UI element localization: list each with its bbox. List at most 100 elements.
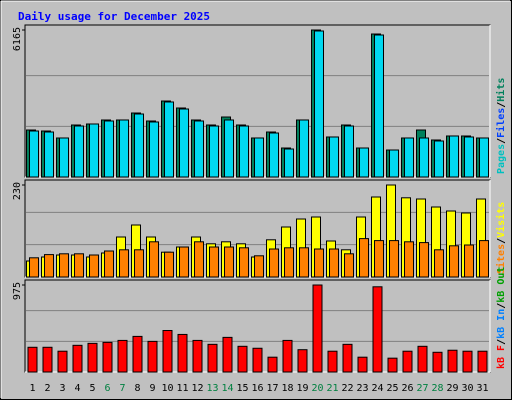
x-tick-label: 6 bbox=[104, 383, 110, 394]
legend: Sites/Visits bbox=[495, 202, 507, 274]
bar bbox=[404, 241, 414, 278]
bar bbox=[104, 120, 114, 178]
bar bbox=[177, 333, 188, 373]
bar bbox=[479, 240, 489, 278]
x-tick-label: 25 bbox=[386, 383, 398, 394]
x-tick-label: 10 bbox=[161, 383, 173, 394]
x-tick-label: 1 bbox=[29, 383, 35, 394]
bar bbox=[207, 343, 218, 373]
x-tick-label: 21 bbox=[326, 383, 338, 394]
bar bbox=[134, 113, 144, 178]
bar bbox=[179, 246, 189, 278]
bar bbox=[119, 249, 129, 278]
bar bbox=[314, 30, 324, 178]
bar bbox=[374, 240, 384, 278]
bar bbox=[254, 255, 264, 278]
bar bbox=[389, 240, 399, 278]
legend: Pages/Files/Hits bbox=[495, 78, 507, 174]
bar bbox=[194, 120, 204, 178]
x-tick-label: 12 bbox=[191, 383, 203, 394]
bar bbox=[194, 241, 204, 278]
bar bbox=[462, 350, 473, 373]
bar bbox=[149, 241, 159, 278]
bar bbox=[192, 339, 203, 373]
bar bbox=[357, 356, 368, 373]
x-tick-label: 9 bbox=[149, 383, 155, 394]
bar bbox=[149, 121, 159, 178]
bar bbox=[359, 147, 369, 178]
bar bbox=[237, 345, 248, 373]
bar bbox=[254, 137, 264, 178]
x-tick-label: 16 bbox=[251, 383, 263, 394]
x-tick-label: 30 bbox=[461, 383, 473, 394]
bar bbox=[479, 137, 489, 178]
bar bbox=[299, 119, 309, 178]
chart-title: Daily usage for December 2025 bbox=[18, 10, 210, 23]
legend-entry: Visits bbox=[495, 202, 507, 238]
bar bbox=[344, 253, 354, 278]
bar bbox=[147, 340, 158, 373]
bar bbox=[239, 125, 249, 178]
bar bbox=[164, 101, 174, 178]
x-tick-label: 5 bbox=[89, 383, 95, 394]
bar bbox=[222, 336, 233, 373]
x-tick-label: 4 bbox=[74, 383, 80, 394]
bar bbox=[42, 346, 53, 373]
y-tick-label: 975 bbox=[12, 282, 23, 300]
bar bbox=[132, 335, 143, 373]
bar bbox=[267, 356, 278, 373]
bar bbox=[44, 131, 54, 178]
bar bbox=[119, 119, 129, 178]
y-tick-label: 6165 bbox=[12, 27, 23, 51]
bar bbox=[74, 125, 84, 178]
x-tick-label: 2 bbox=[44, 383, 50, 394]
legend-entry: Pages bbox=[496, 144, 507, 174]
bar bbox=[269, 248, 279, 278]
bar bbox=[434, 249, 444, 278]
x-tick-label: 28 bbox=[431, 383, 443, 394]
bar bbox=[284, 148, 294, 178]
bar bbox=[359, 238, 369, 278]
bar bbox=[284, 247, 294, 278]
x-tick-label: 14 bbox=[221, 383, 233, 394]
bar bbox=[449, 245, 459, 278]
legend-entry: Files bbox=[495, 108, 507, 138]
bar bbox=[329, 136, 339, 178]
bar bbox=[447, 349, 458, 373]
x-tick-label: 31 bbox=[476, 383, 488, 394]
bar bbox=[299, 247, 309, 278]
x-tick-label: 11 bbox=[176, 383, 188, 394]
bar bbox=[89, 123, 99, 178]
x-tick-label: 24 bbox=[371, 383, 383, 394]
bar bbox=[117, 339, 128, 373]
bar bbox=[312, 284, 323, 373]
bar bbox=[102, 341, 113, 373]
x-tick-label: 20 bbox=[311, 383, 323, 394]
legend-entry: kB Out bbox=[496, 267, 507, 303]
bar bbox=[374, 34, 384, 178]
bar bbox=[449, 135, 459, 178]
bar bbox=[104, 250, 114, 278]
bar bbox=[344, 125, 354, 178]
bar bbox=[239, 247, 249, 278]
bar bbox=[29, 257, 39, 278]
legend-entry: Sites bbox=[495, 244, 507, 274]
x-tick-label: 22 bbox=[341, 383, 353, 394]
x-tick-label: 7 bbox=[119, 383, 125, 394]
bar bbox=[72, 344, 83, 373]
x-tick-label: 29 bbox=[446, 383, 458, 394]
x-tick-label: 26 bbox=[401, 383, 413, 394]
bar bbox=[162, 330, 173, 373]
x-tick-label: 19 bbox=[296, 383, 308, 394]
x-tick-label: 18 bbox=[281, 383, 293, 394]
legend-separator: / bbox=[496, 238, 507, 244]
bar bbox=[87, 342, 98, 373]
bar bbox=[464, 244, 474, 278]
y-tick-label: 230 bbox=[12, 182, 23, 200]
bar bbox=[432, 351, 443, 373]
bar bbox=[282, 339, 293, 373]
bar bbox=[434, 140, 444, 178]
bar bbox=[59, 253, 69, 278]
bar bbox=[314, 248, 324, 278]
